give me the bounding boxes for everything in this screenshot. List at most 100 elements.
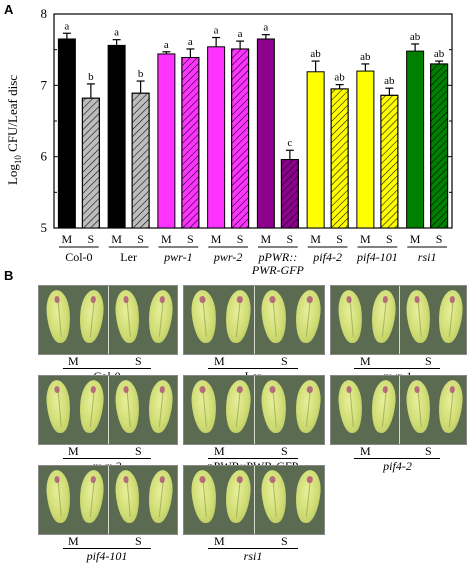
significance-letter-10: ab [310, 48, 321, 60]
leaf-vein [272, 389, 277, 427]
genotype-label-2: pwr-1 [163, 250, 192, 264]
infection-spot [236, 386, 243, 394]
genotype-label-1: Ler [120, 250, 137, 264]
bar-12 [356, 70, 375, 229]
leaf [436, 288, 465, 345]
infection-spot [236, 296, 243, 304]
leaf-vein [158, 389, 164, 427]
leaf [293, 288, 323, 345]
caption-m-label: M [360, 354, 371, 368]
photo-divider [399, 376, 400, 444]
infection-spot [269, 296, 276, 304]
chart-bars [57, 32, 449, 229]
significance-letter-1: b [88, 71, 94, 83]
genotype-label-7: rsi1 [418, 250, 437, 264]
infection-spot [236, 476, 243, 484]
bar-hatch-11 [330, 88, 349, 229]
leaf [44, 289, 73, 344]
infection-spot [90, 386, 97, 394]
significance-letter-0: a [64, 20, 69, 32]
bar-hatch-9 [280, 159, 299, 229]
leaf-vein [126, 389, 131, 427]
significance-letter-13: ab [384, 75, 395, 87]
caption-s-label: S [281, 534, 288, 548]
cfu-bar-chart: 5 6 7 8 a Mb Sa Mb Sa Ma Sa Ma Sa Mc Sab Mab Sab Mab Sab M… [5, 6, 453, 277]
infection-spot [449, 386, 456, 394]
bar-hatch-3 [131, 92, 150, 229]
photo-divider [108, 286, 109, 354]
caption-underline [354, 458, 440, 459]
infection-spot [306, 476, 313, 484]
leaf [293, 468, 323, 525]
caption-s-label: S [281, 354, 288, 368]
leaf [77, 378, 106, 435]
infection-spot [159, 386, 166, 394]
y-tick-label: 5 [41, 220, 48, 235]
y-tick-label: 6 [41, 149, 48, 164]
leaf [404, 379, 433, 434]
photo-divider [254, 466, 255, 534]
infection-spot [306, 296, 313, 304]
genotype-label-0: Col-0 [65, 250, 92, 264]
infection-spot [122, 386, 130, 394]
y-tick-label: 7 [41, 77, 48, 92]
infection-spot [413, 386, 421, 394]
leaf [189, 469, 219, 524]
treatment-label-7: S [237, 232, 244, 246]
leaf-vein [305, 389, 311, 427]
leaf [336, 379, 365, 434]
caption-genotype: pif4-101 [86, 549, 128, 563]
bar-6 [207, 46, 226, 229]
leaf-photo-3 [38, 375, 178, 445]
infection-spot [199, 296, 206, 304]
infection-spot [159, 476, 166, 484]
photo-divider [108, 376, 109, 444]
significance-letter-6: a [214, 25, 219, 37]
panel-b-leaf-photos: B MSCol-0MSLerMSpwr-1MSpwr-2MSpPWR::PWR-… [0, 268, 474, 563]
infection-spot [306, 386, 313, 394]
leaf-vein [235, 389, 241, 427]
leaf-vein [126, 299, 131, 337]
leaf [146, 288, 175, 345]
treatment-label-11: S [336, 232, 343, 246]
significance-letter-7: a [238, 28, 243, 40]
leaf [404, 289, 433, 344]
significance-letter-14: ab [410, 31, 421, 43]
caption-underline [63, 548, 151, 549]
significance-letter-15: ab [434, 48, 445, 60]
bar-4 [157, 53, 176, 229]
treatment-label-5: S [187, 232, 194, 246]
bar-14 [406, 50, 425, 229]
leaf [336, 289, 365, 344]
caption-underline [354, 368, 440, 369]
treatment-label-9: S [287, 232, 294, 246]
treatment-label-1: S [88, 232, 95, 246]
caption-m-label: M [68, 354, 79, 368]
caption-underline [63, 368, 151, 369]
leaf-photo-6 [38, 465, 178, 535]
treatment-label-8: M [261, 232, 272, 246]
leaf-vein [381, 389, 387, 427]
genotype-label-6: pif4-101 [356, 250, 398, 264]
caption-m-label: M [360, 444, 371, 458]
caption-m-label: M [214, 354, 225, 368]
bar-hatch-7 [231, 48, 250, 229]
infection-spot [122, 296, 130, 304]
leaf-vein [57, 389, 62, 427]
leaf [436, 378, 465, 435]
leaf [223, 288, 253, 345]
infection-spot [345, 386, 353, 394]
leaf [293, 378, 323, 435]
leaf-vein [272, 299, 277, 337]
caption-genotype: pif4-2 [383, 459, 412, 473]
leaf [113, 469, 142, 524]
infection-spot [382, 296, 389, 304]
leaf-photo-5 [330, 375, 467, 445]
caption-underline [208, 458, 298, 459]
caption-s-label: S [425, 354, 432, 368]
leaf [189, 379, 219, 434]
y-axis-label: Log10 CFU/Leaf disc [5, 75, 23, 185]
bar-2 [107, 44, 126, 229]
leaf-vein [235, 479, 241, 517]
panel-a-letter: A [4, 2, 14, 17]
